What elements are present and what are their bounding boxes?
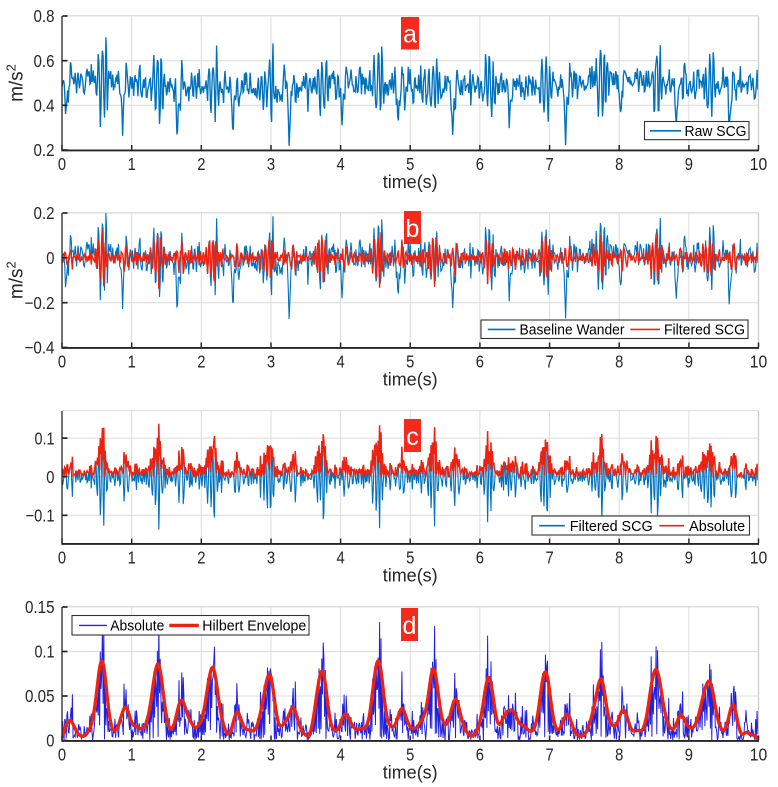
svg-text:−0.4: −0.4 [25,338,55,358]
svg-text:3: 3 [267,548,275,568]
svg-text:0.2: 0.2 [34,140,55,160]
svg-text:Absolute: Absolute [110,618,164,635]
svg-text:time(s): time(s) [383,565,438,585]
svg-text:time(s): time(s) [383,762,438,782]
svg-text:10: 10 [750,745,768,765]
svg-text:0: 0 [58,154,66,174]
svg-text:3: 3 [267,154,275,174]
svg-text:−0.2: −0.2 [25,293,55,313]
svg-text:4: 4 [337,548,345,568]
svg-text:5: 5 [406,154,414,174]
svg-text:0: 0 [46,731,54,751]
svg-text:5: 5 [406,548,414,568]
svg-text:6: 6 [476,548,484,568]
svg-text:5: 5 [406,745,414,765]
svg-text:Absolute: Absolute [689,518,745,535]
svg-text:4: 4 [337,745,345,765]
svg-text:10: 10 [750,548,768,568]
svg-text:8: 8 [615,352,623,372]
svg-text:0.6: 0.6 [34,51,55,71]
svg-text:9: 9 [685,548,693,568]
svg-text:7: 7 [546,352,554,372]
svg-text:2: 2 [197,745,205,765]
svg-text:2: 2 [197,548,205,568]
svg-text:1: 1 [128,154,136,174]
svg-text:6: 6 [476,352,484,372]
svg-text:8: 8 [615,548,623,568]
svg-text:c: c [406,423,419,451]
svg-text:d: d [403,612,417,640]
svg-text:m/s2: m/s2 [4,64,28,102]
svg-text:4: 4 [337,352,345,372]
svg-text:0: 0 [46,248,54,268]
svg-text:0.05: 0.05 [25,686,55,706]
svg-text:0.15: 0.15 [25,597,55,617]
svg-text:5: 5 [406,352,414,372]
svg-text:2: 2 [197,154,205,174]
svg-text:1: 1 [128,352,136,372]
svg-text:Raw SCG: Raw SCG [685,123,747,140]
svg-text:a: a [403,21,417,49]
svg-text:0: 0 [46,467,54,487]
svg-text:Hilbert Envelope: Hilbert Envelope [202,618,306,635]
svg-text:time(s): time(s) [383,172,438,192]
svg-text:3: 3 [267,745,275,765]
svg-text:0.1: 0.1 [35,642,55,662]
svg-text:0.8: 0.8 [34,6,55,26]
svg-text:2: 2 [197,352,205,372]
svg-text:m/s2: m/s2 [4,261,28,299]
svg-text:9: 9 [685,352,693,372]
svg-text:7: 7 [546,745,554,765]
svg-text:0.4: 0.4 [34,96,55,116]
svg-text:7: 7 [546,154,554,174]
svg-text:Filtered SCG: Filtered SCG [664,322,745,339]
svg-text:8: 8 [615,745,623,765]
svg-text:−0.1: −0.1 [26,506,55,526]
svg-text:6: 6 [476,745,484,765]
svg-text:8: 8 [615,154,623,174]
svg-text:3: 3 [267,352,275,372]
svg-text:0.2: 0.2 [34,203,55,223]
svg-text:1: 1 [128,745,136,765]
svg-text:9: 9 [685,745,693,765]
svg-text:10: 10 [750,154,768,174]
svg-text:9: 9 [685,154,693,174]
svg-text:0: 0 [58,548,66,568]
svg-text:4: 4 [337,154,345,174]
svg-text:7: 7 [546,548,554,568]
svg-text:1: 1 [128,548,136,568]
svg-text:0: 0 [58,745,66,765]
svg-text:time(s): time(s) [383,369,438,389]
svg-text:6: 6 [476,154,484,174]
svg-text:Filtered SCG: Filtered SCG [570,518,653,535]
svg-text:b: b [406,215,420,243]
svg-text:Baseline Wander: Baseline Wander [520,322,625,339]
svg-text:10: 10 [750,352,768,372]
svg-text:0.1: 0.1 [35,428,55,448]
svg-text:0: 0 [58,352,66,372]
